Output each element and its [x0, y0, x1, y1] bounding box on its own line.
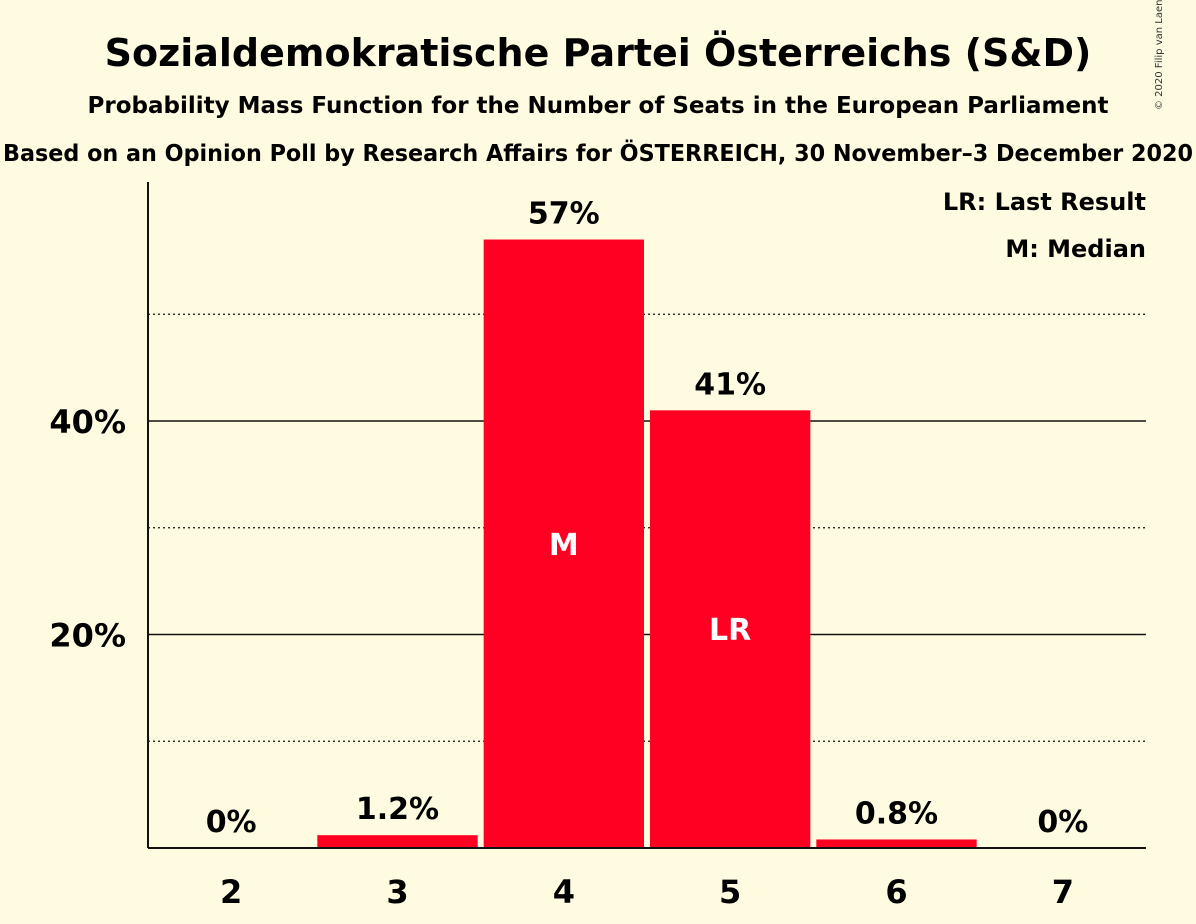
bar-marker: M — [549, 528, 579, 563]
axes: 20% 40% 2 3 4 5 6 7 — [49, 182, 1146, 911]
legend-median: M: Median — [1005, 235, 1146, 263]
data-label: 41% — [694, 367, 766, 402]
bar — [650, 410, 811, 848]
data-label: 1.2% — [356, 792, 439, 827]
data-label: 57% — [528, 197, 600, 232]
chart-subtitle: Probability Mass Function for the Number… — [88, 93, 1109, 119]
y-tick-label: 40% — [49, 403, 126, 441]
data-label: 0% — [206, 805, 257, 840]
gridlines — [148, 313, 1146, 742]
copyright-note: © 2020 Filip van Laenen — [1154, 0, 1165, 110]
x-tick-label: 5 — [719, 873, 741, 911]
y-tick-label: 20% — [49, 617, 126, 655]
chart-subtitle-poll: Based on an Opinion Poll by Research Aff… — [3, 139, 1193, 167]
x-tick-label: 2 — [220, 873, 242, 911]
x-tick-label: 4 — [553, 873, 575, 911]
bars — [317, 239, 977, 848]
x-tick-label: 3 — [386, 873, 408, 911]
legend-last-result: LR: Last Result — [943, 188, 1146, 216]
x-tick-label: 7 — [1052, 873, 1074, 911]
data-labels: 0% 1.2% 57% M 41% LR 0.8% 0% — [206, 197, 1089, 840]
bar-marker: LR — [709, 613, 751, 648]
chart-title: Sozialdemokratische Partei Österreichs (… — [105, 31, 1092, 75]
x-tick-label: 6 — [885, 873, 907, 911]
bar — [816, 839, 977, 848]
data-label: 0.8% — [855, 796, 938, 831]
data-label: 0% — [1037, 805, 1088, 840]
bar — [317, 835, 478, 848]
bar — [483, 239, 644, 848]
